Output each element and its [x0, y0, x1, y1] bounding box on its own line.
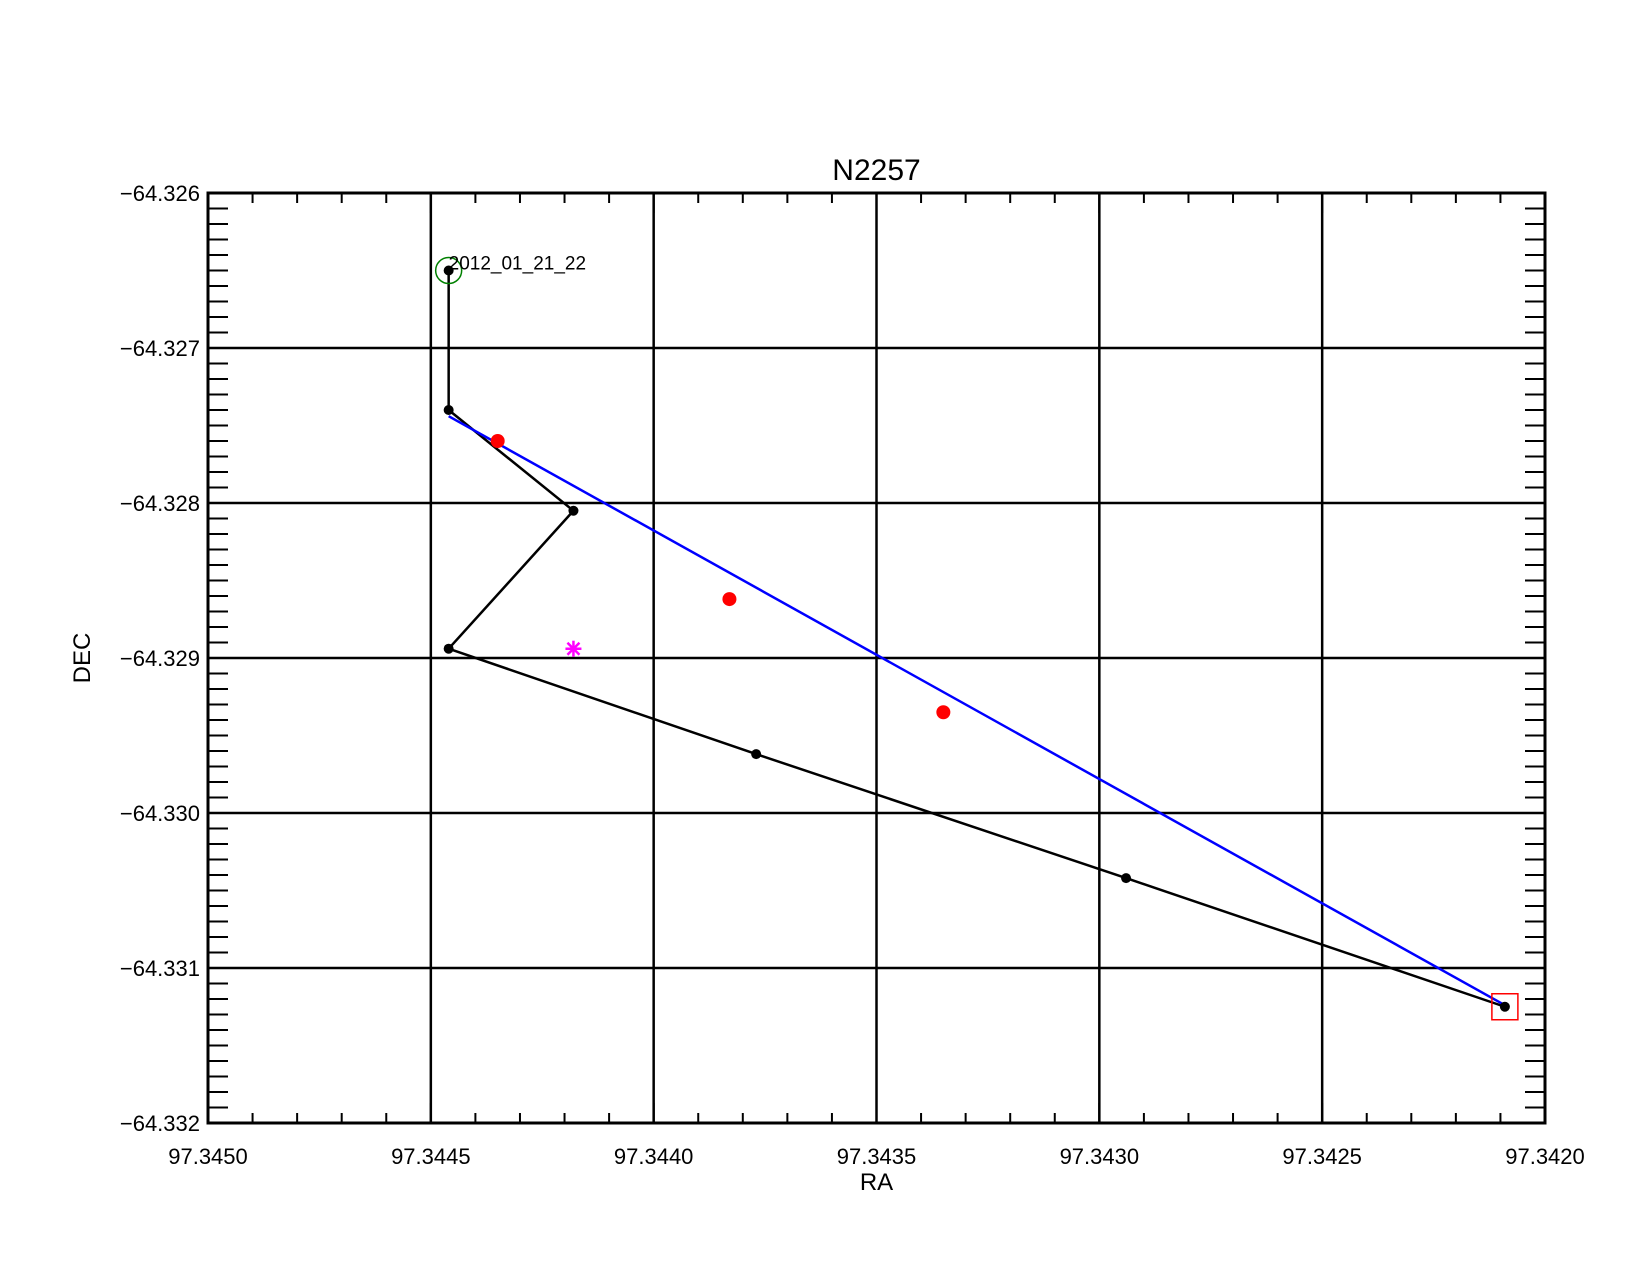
x-tick-label: 97.3435	[837, 1144, 917, 1169]
start-circle-marker	[434, 256, 463, 285]
red-point	[936, 705, 951, 720]
chart-title: N2257	[832, 154, 920, 187]
series-layer	[446, 270, 1506, 1008]
plot-frame	[206, 191, 1547, 1125]
tick-label-layer: 97.3450 97.3445 97.3440 97.3435 97.3430 97.34…	[120, 181, 1585, 1169]
star-marker	[565, 640, 582, 657]
x-tick-label: 97.3420	[1505, 1144, 1585, 1169]
red-point	[722, 592, 737, 607]
x-tick-label: 97.3425	[1282, 1144, 1362, 1169]
track-point	[443, 643, 454, 654]
marker-layer	[434, 256, 1519, 1021]
y-tick-label: −64.330	[120, 801, 200, 826]
track-point	[568, 505, 579, 516]
x-tick-label: 97.3440	[614, 1144, 694, 1169]
x-axis-label: RA	[860, 1169, 893, 1196]
x-tick-label: 97.3430	[1060, 1144, 1140, 1169]
y-axis-label: DEC	[69, 633, 96, 684]
red-point	[490, 434, 505, 448]
track-point	[1121, 873, 1132, 884]
grid-layer	[208, 193, 1545, 1123]
track-point	[443, 265, 454, 276]
track-line	[446, 270, 1506, 1008]
y-tick-label: −64.327	[120, 336, 200, 361]
track-point	[443, 405, 454, 415]
track-start-annotation: 2012_01_21_22	[449, 254, 586, 275]
y-tick-label: −64.332	[120, 1111, 200, 1136]
x-tick-label: 97.3450	[168, 1144, 248, 1169]
fit-line	[448, 415, 1506, 1007]
star-marker-stroke	[566, 641, 581, 656]
y-tick-label: −64.329	[120, 646, 200, 671]
track-point	[1499, 1001, 1510, 1012]
x-tick-label: 97.3445	[391, 1144, 471, 1169]
minor-tick-layer	[207, 192, 1546, 1124]
y-tick-label: −64.326	[120, 181, 200, 206]
end-square-marker	[1491, 993, 1519, 1021]
y-tick-label: −64.328	[120, 491, 200, 516]
y-tick-label: −64.331	[120, 956, 200, 981]
track-point	[751, 749, 762, 760]
